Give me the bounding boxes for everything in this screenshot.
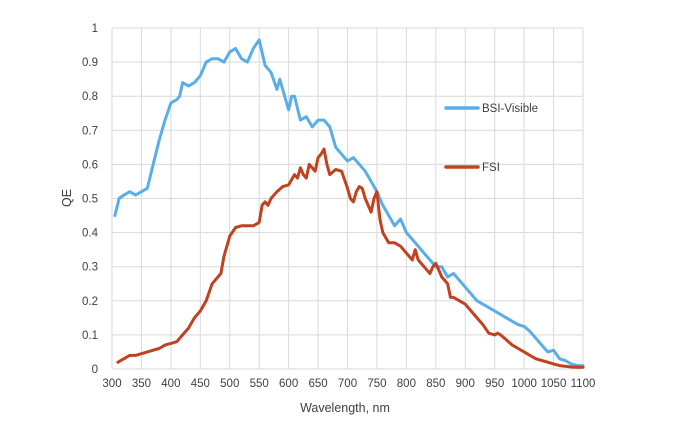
x-tick-label: 1000 xyxy=(511,378,537,390)
y-axis-tick-labels: 0 0.1 0.2 0.3 0.4 0.5 0.6 0.7 0.8 0.9 1 xyxy=(82,23,99,376)
series-line-bsi-visible xyxy=(113,38,585,368)
y-tick-label: 0.5 xyxy=(82,194,98,206)
x-tick-label: 650 xyxy=(308,378,327,390)
x-tick-label: 900 xyxy=(456,378,475,390)
y-tick-label: 1 xyxy=(92,23,98,35)
x-tick-label: 1050 xyxy=(541,378,567,390)
x-axis-title: Wavelength, nm xyxy=(300,401,390,415)
y-tick-label: 0.3 xyxy=(82,262,98,274)
y-axis-title: QE xyxy=(60,189,74,207)
legend-label-fsi: FSI xyxy=(482,162,500,174)
x-tick-label: 550 xyxy=(250,378,269,390)
x-tick-label: 800 xyxy=(397,378,416,390)
x-tick-label: 700 xyxy=(338,378,357,390)
x-tick-label: 350 xyxy=(132,378,151,390)
series-line-fsi xyxy=(116,147,585,369)
y-tick-label: 0.6 xyxy=(82,159,98,171)
y-tick-label: 0.8 xyxy=(82,91,98,103)
y-tick-label: 0.2 xyxy=(82,296,98,308)
x-tick-label: 950 xyxy=(485,378,504,390)
y-tick-label: 0.7 xyxy=(82,125,98,137)
x-axis-tick-labels: 300 350 400 450 500 550 600 650 700 750 800 850 900 9… xyxy=(102,378,595,390)
x-tick-label: 300 xyxy=(102,378,121,390)
x-tick-label: 450 xyxy=(191,378,210,390)
x-tick-label: 1100 xyxy=(571,378,596,390)
x-tick-label: 750 xyxy=(367,378,386,390)
series-lines xyxy=(113,38,585,369)
x-tick-label: 600 xyxy=(279,378,298,390)
x-tick-label: 500 xyxy=(220,378,239,390)
y-tick-label: 0.1 xyxy=(82,330,98,342)
x-tick-label: 850 xyxy=(426,378,445,390)
legend: BSI-Visible FSI xyxy=(444,103,538,174)
x-tick-label: 400 xyxy=(161,378,180,390)
y-tick-label: 0.9 xyxy=(82,57,98,69)
y-tick-label: 0.4 xyxy=(82,228,99,240)
grid xyxy=(111,27,584,370)
y-tick-label: 0 xyxy=(92,364,98,376)
legend-label-bsi-visible: BSI-Visible xyxy=(482,103,538,115)
